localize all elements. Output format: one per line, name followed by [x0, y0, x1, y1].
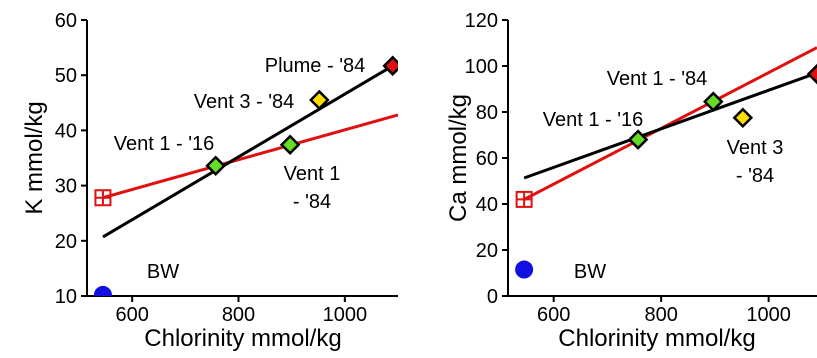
x-tick-label: 1000	[746, 304, 791, 326]
y-tick-label: 120	[465, 10, 498, 32]
x-tick-label: 600	[537, 304, 570, 326]
point-label: Vent 3 - '84	[194, 91, 295, 113]
trend-line-1	[523, 71, 817, 180]
data-point-circle	[93, 285, 112, 296]
point-label-line: - '84	[736, 165, 774, 187]
y-tick-label: 100	[465, 56, 498, 78]
trend-line-0	[102, 113, 398, 200]
data-point-circle	[515, 260, 534, 279]
data-point-diamond	[382, 55, 398, 77]
trend-line-1	[102, 64, 394, 239]
y-tick-label: 20	[55, 231, 77, 253]
y-tick-label: 10	[55, 286, 77, 308]
x-tick-label: 800	[644, 304, 677, 326]
point-label-line: Vent 3	[727, 137, 784, 159]
point-label: BW	[574, 261, 606, 283]
y-axis-title: Ca mmol/kg	[445, 94, 472, 222]
point-label-line: Vent 1	[284, 163, 341, 185]
point-label: Vent 1 - '84	[607, 68, 708, 90]
y-tick-label: 40	[55, 120, 77, 142]
x-tick-label: 800	[222, 304, 255, 326]
y-tick-label: 50	[55, 65, 77, 87]
point-label: Plume - '84	[265, 55, 366, 77]
point-label: BW	[147, 261, 179, 283]
data-point-crossed-square	[94, 189, 112, 207]
data-point-crossed-square	[515, 190, 533, 208]
y-tick-label: 80	[476, 102, 498, 124]
data-point-diamond	[627, 129, 649, 150]
data-point-diamond	[732, 107, 754, 129]
data-point-diamond	[806, 63, 817, 85]
x-tick-label: 1000	[323, 304, 368, 326]
point-label: Vent 1 - '16	[543, 109, 644, 131]
point-label: Vent 3 - '84	[727, 137, 784, 187]
y-tick-label: 0	[487, 286, 498, 308]
y-tick-label: 20	[476, 240, 498, 262]
plot-area	[93, 55, 398, 296]
x-tick-label: 600	[116, 304, 149, 326]
point-label-line: - '84	[293, 191, 331, 213]
y-axis-title: K mmol/kg	[21, 101, 48, 214]
data-point-diamond	[205, 155, 226, 176]
plot-area	[515, 46, 817, 279]
y-tick-label: 60	[55, 10, 77, 32]
y-tick-label: 30	[55, 176, 77, 198]
x-axis-title: Chlorinity mmol/kg	[144, 325, 341, 352]
data-point-diamond	[703, 91, 724, 112]
x-axis-title: Chlorinity mmol/kg	[558, 325, 755, 352]
data-point-diamond	[309, 89, 330, 111]
point-label: Vent 1 - '16	[114, 133, 215, 155]
point-label: Vent 1 - '84	[284, 163, 341, 213]
data-point-diamond	[279, 134, 301, 156]
y-tick-label: 60	[476, 148, 498, 170]
y-tick-label: 40	[476, 194, 498, 216]
trend-line-0	[523, 46, 817, 201]
